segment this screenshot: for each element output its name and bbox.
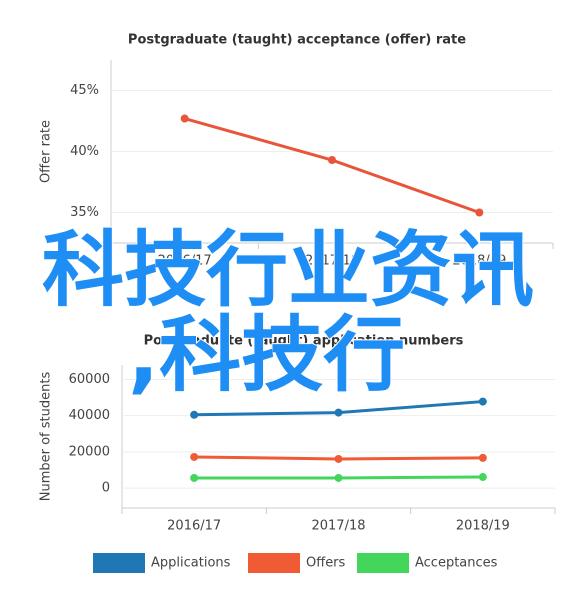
x-tick-label: 2016/17: [167, 519, 221, 534]
point: [478, 453, 487, 462]
x-tick-label: 2018/19: [456, 519, 510, 534]
y-tick-label: 60000: [69, 372, 110, 387]
legend-label: Offers: [306, 556, 346, 571]
point: [478, 397, 487, 406]
chart-title: Postgraduate (taught) application number…: [144, 334, 464, 349]
legend-label: Applications: [151, 556, 231, 571]
x-tick-label: 2017/18: [311, 519, 365, 534]
x-tick-label: 2018/19: [452, 254, 506, 269]
point: [334, 408, 343, 417]
overlay-text: ,科技行: [128, 308, 405, 403]
overlay-text: 科技行业资讯: [42, 223, 534, 318]
point: [334, 473, 343, 482]
point: [475, 208, 484, 217]
y-tick-label: 35%: [70, 205, 99, 220]
point: [328, 156, 336, 165]
point: [478, 473, 487, 482]
y-tick-label: 40000: [69, 408, 110, 423]
point: [180, 114, 189, 123]
x-tick-label: 2016/17: [158, 254, 212, 269]
y-tick-label: 40%: [70, 144, 99, 159]
y-axis-label: Offer rate: [39, 120, 54, 183]
y-tick-label: 20000: [69, 444, 110, 459]
line: [184, 117, 480, 214]
y-tick-label: 0: [102, 481, 110, 496]
y-tick-label: 45%: [70, 83, 99, 98]
legend-swatch: [93, 553, 145, 573]
point: [190, 410, 199, 419]
y-axis-label: Number of students: [39, 372, 54, 502]
chart-title: Postgraduate (taught) acceptance (offer)…: [128, 33, 466, 48]
x-tick-label: 2017/18: [305, 254, 359, 269]
point: [334, 454, 343, 463]
legend-swatch: [248, 553, 300, 573]
point: [190, 452, 199, 461]
legend-swatch: [357, 553, 409, 573]
legend-label: Acceptances: [415, 556, 498, 571]
point: [190, 473, 199, 482]
